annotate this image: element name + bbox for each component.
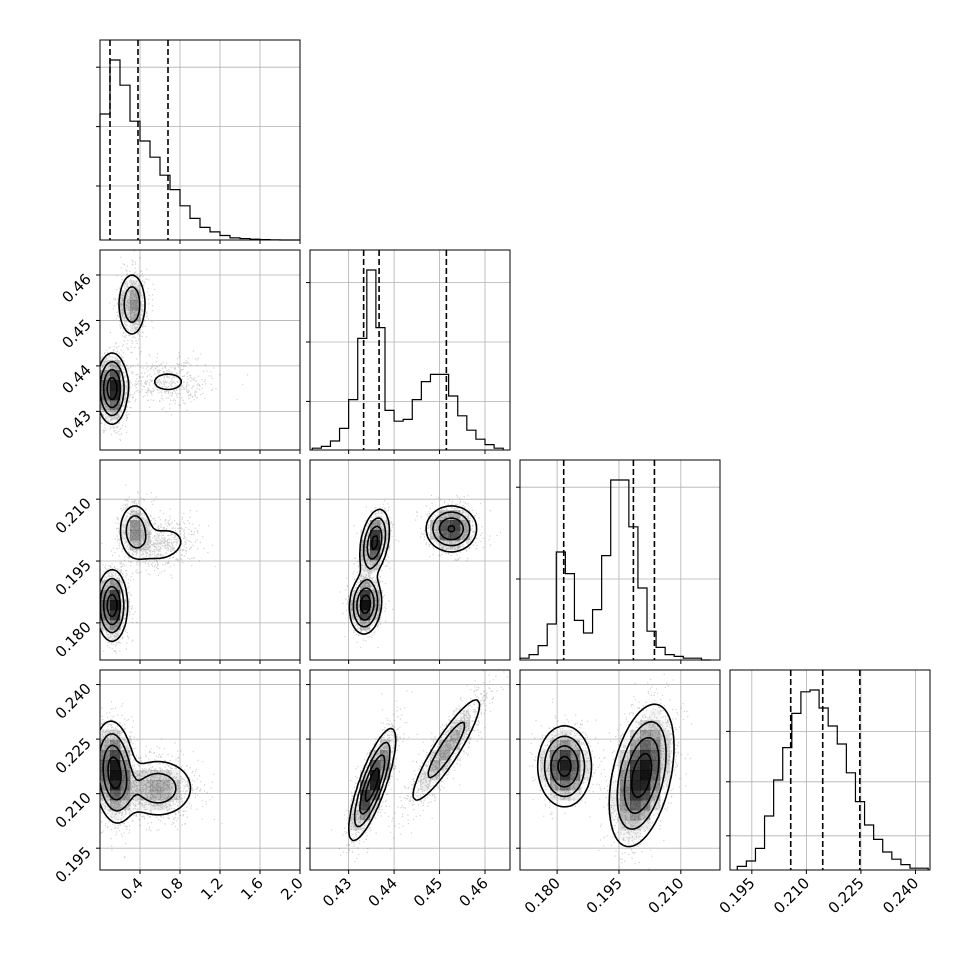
x-tick-label: 0.44 [365,874,401,910]
y-tick-label: 0.240 [52,680,95,723]
density-cell [120,600,130,610]
histogram-panel-1 [306,250,510,454]
density-cell [140,780,150,790]
x-tick-label: 0.43 [319,874,355,910]
panel-frame [520,460,720,660]
y-tick-label: 0.195 [52,556,95,599]
histogram-step [737,690,928,870]
density-cell [150,790,160,800]
x-tick-label: 0.8 [157,874,187,904]
density-cell [620,830,630,840]
x-tick-label: 0.225 [825,874,868,917]
density-cell [640,760,650,770]
density-cell [130,520,140,530]
x-tick-label: 0.4 [117,874,147,904]
density-cell [160,780,170,790]
density-cell [130,800,140,810]
density-cell [130,780,140,790]
x-tick-label: 0.195 [716,874,759,917]
density-cell [110,810,120,820]
density-cell [560,730,570,740]
panel-frame [100,460,300,660]
y-tick-label: 0.43 [58,406,94,442]
y-tick-label: 0.195 [52,843,95,886]
density-cell [110,770,120,780]
density-cell [620,810,630,820]
y-tick-label: 0.44 [58,361,94,397]
density-cell [160,790,170,800]
y-tick-label: 0.45 [58,316,94,352]
density-cell [560,760,570,770]
x-tick-label: 0.210 [770,874,813,917]
histogram-step [520,480,711,660]
x-tick-label: 0.240 [879,874,922,917]
histogram-step [100,60,300,240]
joint-panel-0-2 [96,460,300,664]
density-cell [150,540,160,550]
density-cell [360,570,370,580]
x-tick-label: 0.180 [521,874,564,917]
y-tick-label: 0.46 [58,270,94,306]
histogram-step [312,270,503,450]
histogram-panel-2 [516,460,720,664]
joint-panel-1-2 [306,460,510,664]
x-tick-label: 0.46 [455,874,491,910]
y-tick-label: 0.225 [52,734,95,777]
histogram-panel-3 [726,670,930,874]
joint-panel-2-3 [516,670,720,874]
x-tick-label: 1.2 [197,874,227,904]
sample-points [100,251,248,440]
y-tick-label: 0.210 [52,789,95,832]
density-cell [640,710,650,720]
joint-panel-0-3 [96,670,300,874]
density-cell [130,530,140,540]
x-tick-label: 1.6 [237,874,267,904]
joint-panel-0-1 [96,250,300,454]
density-cell [630,830,640,840]
density-cell [420,780,430,790]
joint-panel-1-3 [306,670,510,874]
density-cell [100,600,110,610]
density-cell [160,540,170,550]
panel-frame [100,40,300,240]
density-cell [630,800,640,810]
density-cell [650,710,660,720]
histogram-panel-0 [96,40,300,244]
density-cell [460,710,470,720]
density-cell [150,780,160,790]
density-cell [570,780,580,790]
x-tick-label: 2.0 [277,874,307,904]
y-tick-label: 0.210 [52,494,95,537]
density-cell [350,600,360,610]
density-cell [370,600,380,610]
density-cell [110,600,120,610]
panel-frame [730,670,930,870]
density-cell [640,770,650,780]
y-tick-label: 0.180 [52,618,95,661]
x-tick-label: 0.45 [410,874,446,910]
x-tick-label: 0.195 [583,874,626,917]
density-cell [560,740,570,750]
x-tick-label: 0.210 [645,874,688,917]
density-cell [610,790,620,800]
panel-frame [310,670,510,870]
panel-frame [310,460,510,660]
density-cell [580,770,590,780]
